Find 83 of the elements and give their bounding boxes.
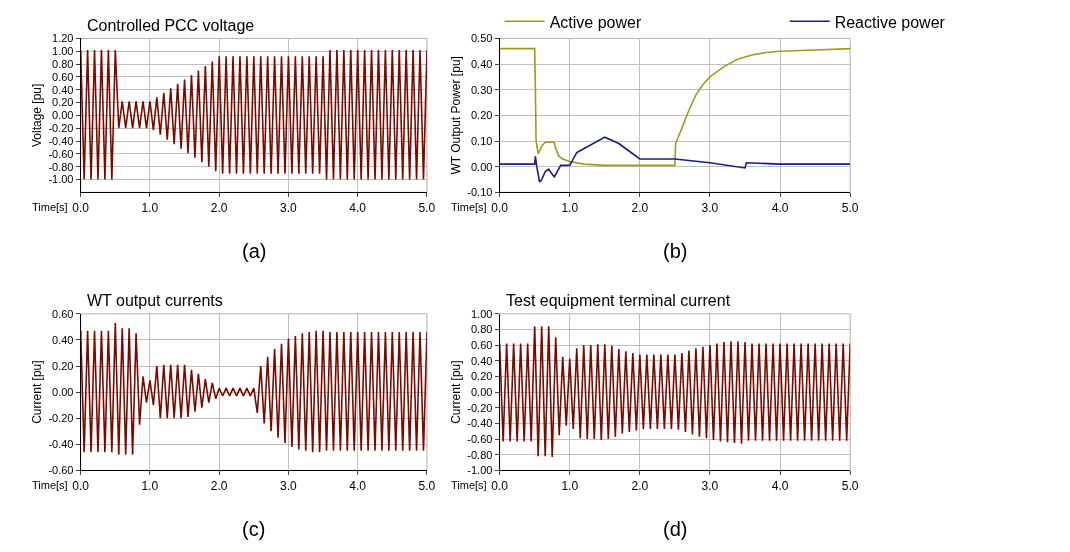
- y-tick-label: -0.80: [467, 448, 493, 461]
- x-tick-label: 1.0: [561, 200, 579, 215]
- y-tick-label: -0.20: [48, 122, 74, 135]
- y-tick-label: -1.00: [48, 173, 74, 186]
- y-tick-label: -0.40: [467, 417, 493, 430]
- y-axis-title: Voltage [pu]: [29, 83, 44, 148]
- x-tick-label: 2.0: [631, 478, 649, 493]
- y-tick-label: 0.40: [471, 57, 493, 70]
- y-tick-label: 0.10: [471, 134, 493, 147]
- x-tick-label: 5.0: [841, 478, 859, 493]
- y-tick-label: 0.60: [52, 307, 74, 320]
- line-series: [499, 47, 851, 167]
- x-tick-label: 0.0: [491, 478, 509, 493]
- x-tick-label: 1.0: [141, 478, 159, 493]
- line-series: [499, 325, 851, 458]
- x-axis-title: Time[s]: [451, 479, 487, 491]
- x-tick-label: 4.0: [771, 478, 789, 493]
- y-tick-label: 0.80: [471, 323, 493, 336]
- y-tick-label: 0.30: [471, 83, 493, 96]
- y-axis-title: Current [pu]: [448, 360, 463, 424]
- y-tick-label: 0.60: [52, 70, 74, 83]
- x-tick-label: 5.0: [841, 200, 859, 215]
- x-tick-label: 3.0: [280, 478, 298, 493]
- x-tick-label: 4.0: [771, 200, 789, 215]
- y-tick-label: 0.40: [471, 354, 493, 367]
- y-tick-label: -0.10: [467, 186, 493, 199]
- y-tick-label: 0.40: [52, 83, 74, 96]
- x-tick-label: 3.0: [701, 200, 719, 215]
- y-tick-label: -0.40: [48, 438, 74, 451]
- x-tick-label: 5.0: [418, 200, 436, 215]
- legend-label: Reactive power: [834, 13, 946, 31]
- x-tick-label: 3.0: [701, 478, 719, 493]
- y-tick-label: 1.00: [52, 45, 74, 58]
- text: (c): [242, 518, 266, 540]
- chart-title: Controlled PCC voltage: [87, 17, 255, 34]
- x-tick-label: 4.0: [349, 200, 367, 215]
- y-tick-label: 1.00: [471, 307, 493, 320]
- text: (d): [663, 518, 688, 540]
- y-tick-label: -1.00: [467, 464, 493, 477]
- y-tick-label: 1.20: [52, 32, 74, 45]
- y-tick-label: -0.60: [48, 464, 74, 477]
- y-axis-title: WT Output Power [pu]: [448, 56, 463, 175]
- x-tick-label: 1.0: [561, 478, 579, 493]
- line-series: [499, 136, 851, 183]
- text: (b): [663, 240, 688, 262]
- y-tick-label: 0.60: [471, 338, 493, 351]
- x-tick-label: 0.0: [491, 200, 509, 215]
- x-axis-title: Time[s]: [451, 201, 487, 213]
- x-tick-label: 0.0: [72, 200, 90, 215]
- y-tick-label: 0.00: [52, 109, 74, 122]
- y-tick-label: 0.20: [52, 96, 74, 109]
- y-tick-label: 0.80: [52, 57, 74, 70]
- x-tick-label: 4.0: [349, 478, 367, 493]
- y-tick-label: -0.20: [48, 412, 74, 425]
- text: (a): [242, 240, 267, 262]
- x-tick-label: 3.0: [280, 200, 298, 215]
- x-axis-title: Time[s]: [32, 479, 68, 491]
- x-tick-label: 2.0: [210, 200, 228, 215]
- legend-label: Active power: [549, 13, 642, 31]
- y-tick-label: 0.40: [52, 333, 74, 346]
- y-tick-label: -0.60: [467, 432, 493, 445]
- y-axis-title: Current [pu]: [29, 360, 44, 424]
- y-tick-label: 0.20: [52, 359, 74, 372]
- line-series: [80, 322, 427, 456]
- x-tick-label: 0.0: [72, 478, 90, 493]
- y-tick-label: -0.60: [48, 147, 74, 160]
- y-tick-label: -0.20: [467, 401, 493, 414]
- y-tick-label: 0.20: [471, 370, 493, 383]
- x-tick-label: 2.0: [631, 200, 649, 215]
- x-tick-label: 2.0: [210, 478, 228, 493]
- y-tick-label: 0.00: [52, 385, 74, 398]
- y-tick-label: -0.80: [48, 160, 74, 173]
- y-tick-label: -0.40: [48, 134, 74, 147]
- chart-title: WT output currents: [87, 292, 223, 309]
- x-tick-label: 5.0: [418, 478, 436, 493]
- x-axis-title: Time[s]: [32, 201, 68, 213]
- y-tick-label: 0.50: [471, 32, 493, 45]
- x-tick-label: 1.0: [141, 200, 159, 215]
- y-tick-label: 0.00: [471, 385, 493, 398]
- y-tick-label: 0.00: [471, 160, 493, 173]
- chart-title: Test equipment terminal current: [506, 292, 731, 309]
- line-series: [80, 49, 427, 181]
- y-tick-label: 0.20: [471, 109, 493, 122]
